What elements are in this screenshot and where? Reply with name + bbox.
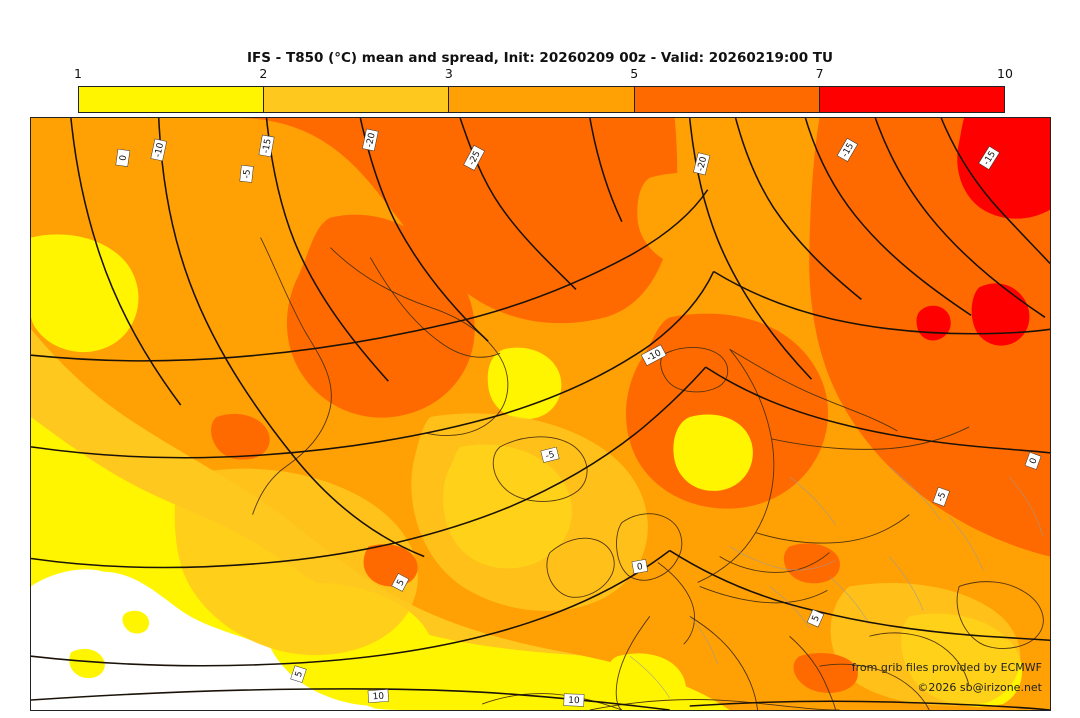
fill-speckle-d bbox=[211, 413, 270, 460]
isotherm-contours bbox=[31, 118, 1050, 710]
colorbar-tick-3: 3 bbox=[444, 66, 453, 81]
colorbar-ticks: 1 2 3 5 7 10 bbox=[74, 66, 1013, 84]
map-canvas[interactable]: -10 -15 -20 -25 bbox=[30, 117, 1051, 711]
isotherm--20 bbox=[359, 118, 489, 342]
colorbar-tick-10: 10 bbox=[997, 66, 1013, 81]
contour-label--10: -10 bbox=[153, 142, 166, 159]
colorbar-segment-7-10 bbox=[819, 87, 1005, 112]
isotherm--10b bbox=[688, 118, 813, 380]
contour-label--15: -15 bbox=[261, 138, 273, 154]
fill-yellow-patch-sc bbox=[607, 653, 686, 710]
isotherm-lon-b bbox=[589, 118, 623, 222]
isotherm--15c bbox=[874, 118, 1046, 318]
colorbar-tick-1: 1 bbox=[74, 66, 82, 81]
fill-yellow-patch-nw bbox=[31, 234, 139, 353]
colorbar-segment-3-5 bbox=[449, 87, 635, 112]
fill-speckle-c bbox=[783, 543, 840, 584]
colorbar: 1 2 3 5 7 10 bbox=[74, 66, 1013, 113]
contour-label-10-south: 10 bbox=[372, 692, 384, 703]
colorbar-segment-5-7 bbox=[634, 87, 820, 112]
fill-amber-band-mid bbox=[174, 468, 418, 656]
isotherm--5 bbox=[31, 271, 715, 459]
contour-label-5-azores: 5 bbox=[294, 670, 305, 679]
colorbar-segment-1-2 bbox=[79, 87, 265, 112]
colorbar-tick-2: 2 bbox=[259, 66, 268, 81]
contour-label--5-east: -5 bbox=[936, 491, 948, 503]
isotherm--25 bbox=[459, 118, 577, 290]
fill-speckle-a bbox=[363, 544, 418, 587]
fill-band-5-7 bbox=[235, 118, 678, 324]
contour-label-5-adriatic: 5 bbox=[811, 614, 822, 623]
contour-label--20-east: -20 bbox=[696, 155, 709, 172]
credits-copyright: ©2026 sb@irizone.net bbox=[917, 681, 1042, 694]
isotherm--20b bbox=[734, 118, 862, 300]
fill-speckle-e bbox=[983, 424, 1042, 470]
isotherm--15b bbox=[804, 118, 972, 316]
isotherm-0b bbox=[705, 366, 1050, 454]
fill-band-7-10-b bbox=[971, 283, 1030, 346]
fill-band-7-10-a bbox=[957, 118, 1050, 219]
isotherm-5b bbox=[669, 549, 1050, 642]
contour-label-0-nw: 0 bbox=[118, 154, 129, 161]
isotherm--15d bbox=[940, 118, 1050, 265]
fill-band-5-7-b bbox=[286, 214, 475, 418]
isotherm-lon-a bbox=[70, 118, 182, 406]
contour-label-10-south2: 10 bbox=[568, 696, 580, 706]
fill-yellow-patch-scand bbox=[673, 414, 753, 491]
colorbar-segment-2-3 bbox=[264, 87, 450, 112]
contour-label--5-atlantic: -5 bbox=[545, 450, 556, 462]
fill-amber-band-uk bbox=[411, 413, 648, 611]
map-svg: -10 -15 -20 -25 bbox=[31, 118, 1050, 710]
page-title: IFS - T850 (°C) mean and spread, Init: 2… bbox=[247, 50, 833, 66]
fill-yellow-islet-a bbox=[69, 648, 105, 679]
colorbar-tick-7: 7 bbox=[815, 66, 824, 81]
isotherm-0 bbox=[31, 366, 707, 569]
fill-speckle-b bbox=[793, 653, 858, 693]
isotherm-5 bbox=[31, 549, 671, 667]
country-borders bbox=[629, 466, 1044, 699]
fill-below-min-c bbox=[31, 569, 145, 657]
isotherm--5b bbox=[713, 270, 1050, 335]
fill-speckle-f bbox=[637, 172, 755, 270]
colorbar-tick-5: 5 bbox=[630, 66, 639, 81]
contour-label-0-east: 0 bbox=[1028, 457, 1039, 466]
contour-label-5-iberia: 5 bbox=[395, 578, 407, 588]
contour-label-chip bbox=[150, 138, 167, 162]
isotherm-10b bbox=[689, 700, 1050, 710]
isotherm-10 bbox=[31, 688, 670, 710]
fill-yellow-islet-b bbox=[122, 610, 150, 634]
isotherm--15 bbox=[265, 118, 389, 382]
isotherm--10c bbox=[31, 189, 709, 362]
isotherm--10 bbox=[157, 118, 425, 558]
contour-label--5-nw: -5 bbox=[242, 169, 253, 179]
colorbar-strip bbox=[78, 86, 1005, 113]
fill-amber-band-se bbox=[830, 582, 1021, 706]
credits-source: from grib files provided by ECMWF bbox=[851, 661, 1042, 674]
contour-label-0-atlantic: 0 bbox=[636, 562, 644, 573]
contour-label--20: -20 bbox=[365, 132, 378, 149]
